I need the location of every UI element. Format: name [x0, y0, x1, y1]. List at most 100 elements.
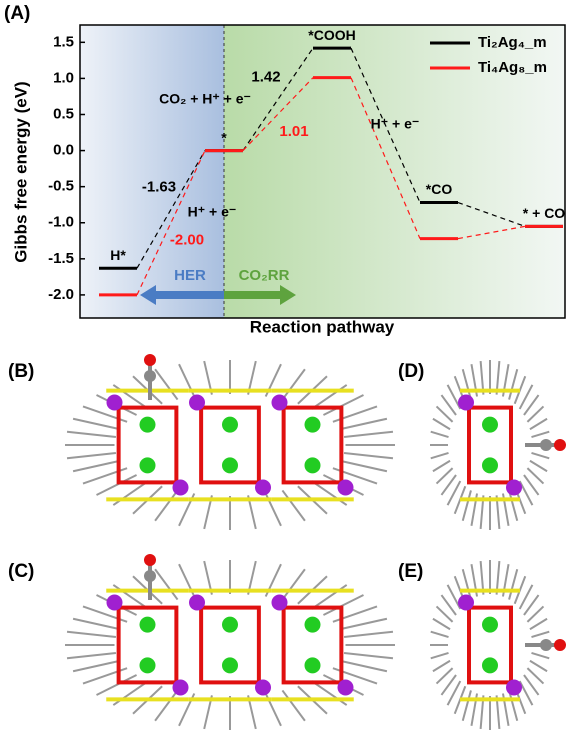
c-atom	[540, 439, 552, 451]
ligand	[530, 619, 547, 630]
ligand	[344, 453, 393, 458]
ligand	[67, 432, 116, 437]
ti-atom	[305, 417, 321, 433]
o-atom	[554, 639, 566, 651]
ligand	[155, 569, 177, 599]
ligand	[340, 619, 387, 630]
ag-atom	[338, 480, 354, 496]
ligand	[437, 468, 453, 483]
y-tick-label: -0.5	[48, 178, 74, 195]
ligand	[433, 419, 450, 430]
ligand	[282, 490, 304, 520]
ligand	[530, 419, 547, 430]
ag-atom	[189, 595, 205, 611]
ag-atom	[506, 680, 522, 696]
panel-label: (B)	[8, 361, 34, 382]
ligand	[155, 690, 177, 720]
ligand	[282, 690, 304, 720]
region-label: HER	[174, 267, 206, 284]
ligand	[155, 369, 177, 399]
o-atom	[144, 554, 156, 566]
ligand	[431, 653, 449, 658]
ti-atom	[482, 417, 498, 433]
ag-atom	[107, 595, 123, 611]
ti-atom	[305, 457, 321, 473]
ligand	[433, 619, 450, 630]
state-label: H*	[110, 247, 126, 263]
o-atom	[554, 439, 566, 451]
c-atom	[144, 370, 156, 382]
legend-label: Ti₂Ag₄_m	[478, 34, 547, 51]
ligand	[282, 569, 304, 599]
ligand	[531, 453, 549, 458]
ligand	[73, 661, 120, 672]
y-tick-label: 0.0	[53, 142, 74, 159]
y-tick-label: 1.5	[53, 33, 74, 50]
state-label: *	[221, 129, 227, 145]
ag-atom	[272, 595, 288, 611]
ligand	[531, 632, 549, 637]
panel-label: (A)	[4, 3, 30, 24]
legend-label: Ti₄Ag₈_m	[478, 59, 547, 76]
ligand	[344, 653, 393, 658]
value-label: -2.00	[170, 232, 204, 249]
ligand	[67, 632, 116, 637]
annotation: CO₂ + H⁺ + e⁻	[159, 91, 251, 107]
ligand	[67, 653, 116, 658]
figure: (A) Gibbs free energy (eV) Reaction path…	[0, 0, 571, 738]
ag-atom	[506, 480, 522, 496]
ag-atom	[173, 480, 189, 496]
region-label: CO₂RR	[239, 267, 290, 284]
ligand	[67, 453, 116, 458]
ligand	[344, 432, 393, 437]
ti-atom	[305, 657, 321, 673]
ligand	[437, 606, 453, 621]
ti-atom	[140, 657, 156, 673]
ligand	[527, 468, 543, 483]
y-tick-label: 0.5	[53, 105, 74, 122]
ligand	[344, 632, 393, 637]
x-axis-label: Reaction pathway	[250, 317, 395, 336]
y-axis-label: Gibbs free energy (eV)	[11, 81, 30, 262]
state-label: * + CO	[523, 205, 566, 221]
ligand	[531, 432, 549, 437]
panel-label: (C)	[8, 561, 34, 582]
o-atom	[144, 354, 156, 366]
ti-atom	[222, 657, 238, 673]
ag-atom	[272, 395, 288, 411]
ligand	[282, 369, 304, 399]
ag-atom	[173, 680, 189, 696]
ti-atom	[140, 617, 156, 633]
ligand	[97, 675, 137, 695]
ligand	[340, 461, 387, 472]
ti-atom	[305, 617, 321, 633]
ligand	[530, 461, 547, 472]
ligand	[73, 461, 120, 472]
ligand	[437, 406, 453, 421]
state-label: *COOH	[308, 27, 355, 43]
ligand	[509, 369, 517, 399]
ligand	[155, 490, 177, 520]
ligand	[340, 661, 387, 672]
y-tick-label: -1.0	[48, 214, 74, 231]
ligand	[527, 606, 543, 621]
ligand	[431, 453, 449, 458]
ligand	[463, 490, 471, 520]
ag-atom	[107, 395, 123, 411]
ag-atom	[458, 395, 474, 411]
ligand	[340, 419, 387, 430]
ligand	[509, 569, 517, 599]
ligand	[527, 406, 543, 421]
y-tick-label: -2.0	[48, 286, 74, 303]
ag-atom	[189, 395, 205, 411]
ag-atom	[458, 595, 474, 611]
ag-atom	[255, 680, 271, 696]
ti-atom	[222, 417, 238, 433]
c-atom	[144, 570, 156, 582]
ligand	[323, 395, 363, 415]
ligand	[323, 595, 363, 615]
ti-atom	[482, 457, 498, 473]
ag-atom	[255, 480, 271, 496]
ligand	[463, 690, 471, 720]
panel-label: (D)	[398, 361, 424, 382]
